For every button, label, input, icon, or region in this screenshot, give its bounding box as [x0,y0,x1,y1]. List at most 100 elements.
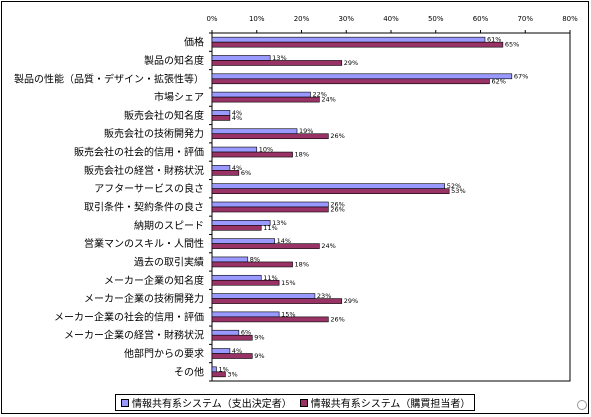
category-label: メーカー企業の社会的信用・評価 [54,310,204,323]
legend: 情報共有系システム（支出決定者） 情報共有系システム（購買担当者） [115,394,475,411]
bar-series-1 [211,128,298,135]
bar-series-1 [211,55,271,61]
bar-series-1 [211,220,271,226]
category-label: 取引条件・契約条件の良さ [84,201,204,214]
bar-series-1 [211,146,258,153]
legend-swatch-series-1 [121,398,129,407]
data-label-series-1: 8% [250,255,260,263]
category-label: 販売会社の技術開発力 [104,127,204,140]
bar-series-2 [211,353,253,359]
x-tick-label: 60% [473,15,489,23]
data-label-series-1: 52% [447,182,461,190]
x-tick-label: 70% [517,15,533,23]
category-label: アフターサービスの良さ [94,182,204,195]
data-label-series-1: 1% [218,365,228,373]
bar-series-1 [211,91,311,98]
bar-series-2 [211,78,490,85]
bar-series-1 [211,329,240,336]
data-label-series-2: 62% [491,77,505,85]
bar-series-2 [211,371,226,378]
category-label: 市場シェア [154,91,204,104]
data-label-series-1: 4% [232,109,242,117]
data-label-series-1: 19% [299,127,313,135]
bar-series-1 [211,293,316,299]
bar-series-2 [211,188,450,194]
data-label-series-1: 4% [232,164,242,172]
x-tick-label: 80% [562,15,578,23]
x-tick-label: 10% [249,15,265,23]
legend-label-series-1: 情報共有系システム（支出決定者） [132,399,292,410]
data-label-series-1: 11% [263,274,277,282]
category-label: メーカー企業の経営・財務状況 [64,329,204,342]
data-label-series-2: 53% [451,187,465,195]
category-label: 販売会社の経営・財務状況 [84,164,204,177]
bar-series-1 [211,348,231,354]
legend-item-series-1: 情報共有系システム（支出決定者） [121,395,292,410]
bar-series-1 [211,274,262,281]
data-label-series-2: 29% [344,297,358,305]
bar-series-2 [211,279,280,286]
x-tick-label: 50% [428,15,444,23]
bar-series-2 [211,206,329,213]
data-label-series-1: 15% [281,310,295,318]
data-label-series-1: 6% [241,329,251,337]
data-label-series-2: 3% [227,370,237,378]
bar-series-2 [211,170,240,176]
category-label: 製品の知名度 [144,54,204,67]
data-label-series-1: 22% [312,91,326,99]
data-label-series-2: 18% [295,151,309,159]
category-label: 営業マンのスキル・人間性 [84,237,204,250]
bar-series-2 [211,243,320,249]
category-label: メーカー企業の技術開発力 [84,292,204,305]
data-label-series-2: 26% [330,132,344,140]
bar-series-1 [211,165,231,171]
category-label: 製品の性能（品質・デザイン・拡張性等） [14,72,204,85]
legend-label-series-2: 情報共有系システム（購買担当者） [310,399,471,410]
data-label-series-1: 61% [487,36,501,44]
data-label-series-2: 29% [344,59,358,67]
data-label-series-2: 24% [321,96,335,104]
bar-series-2 [211,41,504,48]
category-label: 他部門からの要求 [124,347,204,360]
category-label: 価格 [184,36,204,49]
bar-series-1 [211,311,280,318]
data-label-series-2: 6% [241,169,251,177]
x-tick-label: 20% [294,15,310,23]
x-tick-label: 30% [338,15,354,23]
data-label-series-2: 18% [295,260,309,268]
data-label-series-2: 11% [263,224,277,232]
bar-series-2 [211,115,231,121]
bar-series-2 [211,225,262,231]
bar-series-1 [211,36,486,43]
bar-series-2 [211,96,320,103]
legend-item-series-2: 情報共有系システム（購買担当者） [299,395,471,410]
bar-series-1 [211,238,275,244]
data-label-series-1: 10% [259,146,273,154]
data-label-series-1: 67% [514,72,528,80]
data-label-series-2: 4% [232,114,242,122]
bar-series-1 [211,256,249,263]
data-label-series-2: 15% [281,279,295,287]
legend-swatch-series-2 [299,398,308,407]
category-label: 過去の取引実績 [134,255,204,268]
bar-series-2 [211,151,293,158]
data-label-series-2: 26% [330,315,344,323]
category-label: 納期のスピード [134,219,204,232]
data-label-series-1: 4% [232,347,242,355]
data-label-series-1: 13% [272,219,286,227]
x-tick-label: 40% [383,15,399,23]
data-label-series-1: 13% [272,54,286,62]
data-label-series-1: 26% [330,201,344,209]
data-label-series-1: 14% [277,237,291,245]
bar-series-1 [211,201,329,208]
category-label: その他 [174,365,204,378]
data-label-series-2: 9% [254,352,264,360]
category-label: 販売会社の知名度 [124,109,204,122]
bar-series-1 [211,110,231,116]
bar-series-2 [211,60,343,66]
data-label-series-2: 65% [505,41,519,49]
bar-series-1 [211,73,513,80]
category-label: 販売会社の社会的信用・評価 [74,146,204,159]
data-label-series-1: 23% [317,292,331,300]
